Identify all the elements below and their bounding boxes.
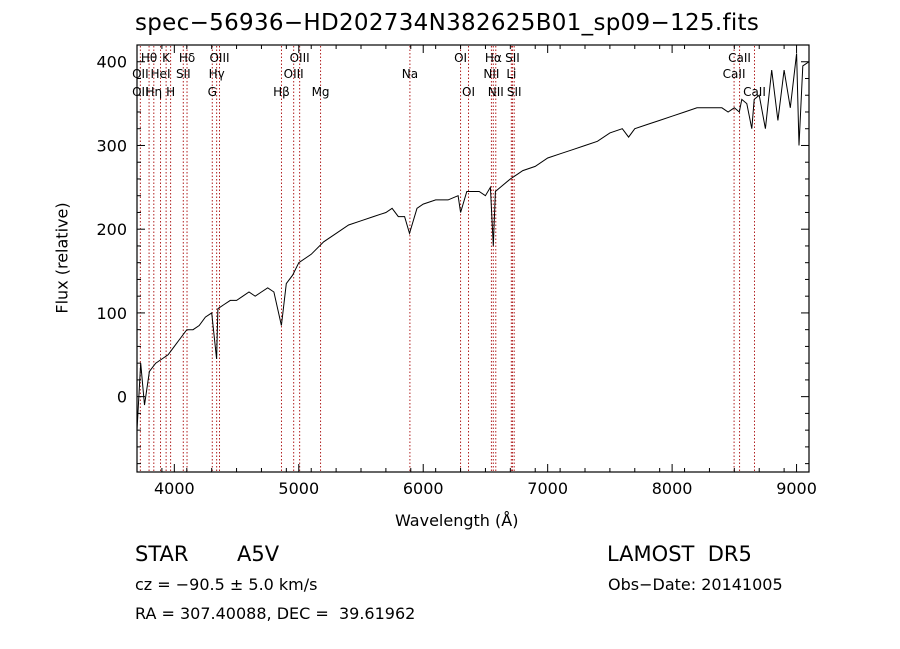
x-tick-label: 8000: [652, 479, 693, 498]
x-axis-label: Wavelength (Å): [395, 511, 519, 530]
y-tick-label: 100: [96, 304, 127, 323]
line-marker-label: Hη: [145, 85, 162, 99]
line-marker-label: Hδ: [179, 51, 195, 65]
line-marker-label: HeI: [151, 67, 171, 81]
line-marker-label: Na: [402, 67, 418, 81]
redshift-readout: cz = −90.5 ± 5.0 km/s: [135, 575, 318, 594]
spectral-subclass: A5V: [237, 542, 280, 566]
y-tick-label: 300: [96, 136, 127, 155]
line-marker-label: Mg: [312, 85, 330, 99]
line-markers: [139, 46, 755, 471]
line-marker-label: G: [208, 85, 217, 99]
x-tick-label: 9000: [776, 479, 817, 498]
line-marker-label: OIII: [209, 51, 229, 65]
line-marker-label: K: [162, 51, 171, 65]
x-tick-label: 5000: [278, 479, 319, 498]
line-marker-label: Hβ: [273, 85, 290, 99]
y-axis-ticks: 0 100 200 300 400: [96, 44, 809, 465]
line-marker-label: SII: [505, 51, 520, 65]
line-marker-label: CaII: [723, 67, 746, 81]
line-marker-label: OIII: [284, 67, 304, 81]
line-marker-label: Hγ: [209, 67, 225, 81]
line-marker-label: OIII: [290, 51, 310, 65]
line-marker-label: SII: [507, 85, 522, 99]
plot-frame: [136, 44, 810, 473]
line-marker-label: H: [166, 85, 175, 99]
x-tick-label: 4000: [154, 479, 195, 498]
survey-name: LAMOST DR5: [607, 542, 752, 566]
x-tick-label: 6000: [403, 479, 444, 498]
spectrum-line: [136, 53, 810, 431]
x-axis-ticks: 4000 5000 6000 7000 8000 9000: [136, 45, 817, 498]
line-marker-label: OII: [132, 67, 149, 81]
line-marker-label: NII: [488, 85, 504, 99]
line-marker-label: OI: [454, 51, 467, 65]
line-marker-label: NII: [483, 67, 499, 81]
line-marker-label: Hθ: [141, 51, 157, 65]
y-axis-label: Flux (relative): [52, 202, 72, 314]
line-marker-label: OII: [132, 85, 149, 99]
chart-title: spec−56936−HD202734N382625B01_sp09−125.f…: [135, 10, 760, 36]
line-marker-label: SII: [176, 67, 191, 81]
line-marker-label: Hα: [485, 51, 502, 65]
coordinates: RA = 307.40088, DEC = 39.61962: [135, 604, 416, 623]
y-tick-label: 400: [96, 53, 127, 72]
obs-date: Obs−Date: 20141005: [608, 575, 783, 594]
y-tick-label: 200: [96, 220, 127, 239]
x-tick-label: 7000: [527, 479, 568, 498]
line-marker-label: CaII: [728, 51, 751, 65]
line-marker-label: OI: [462, 85, 475, 99]
y-tick-label: 0: [117, 388, 127, 407]
line-marker-label: Li: [506, 67, 516, 81]
object-class: STAR: [135, 542, 189, 566]
line-marker-label: CaII: [743, 85, 766, 99]
